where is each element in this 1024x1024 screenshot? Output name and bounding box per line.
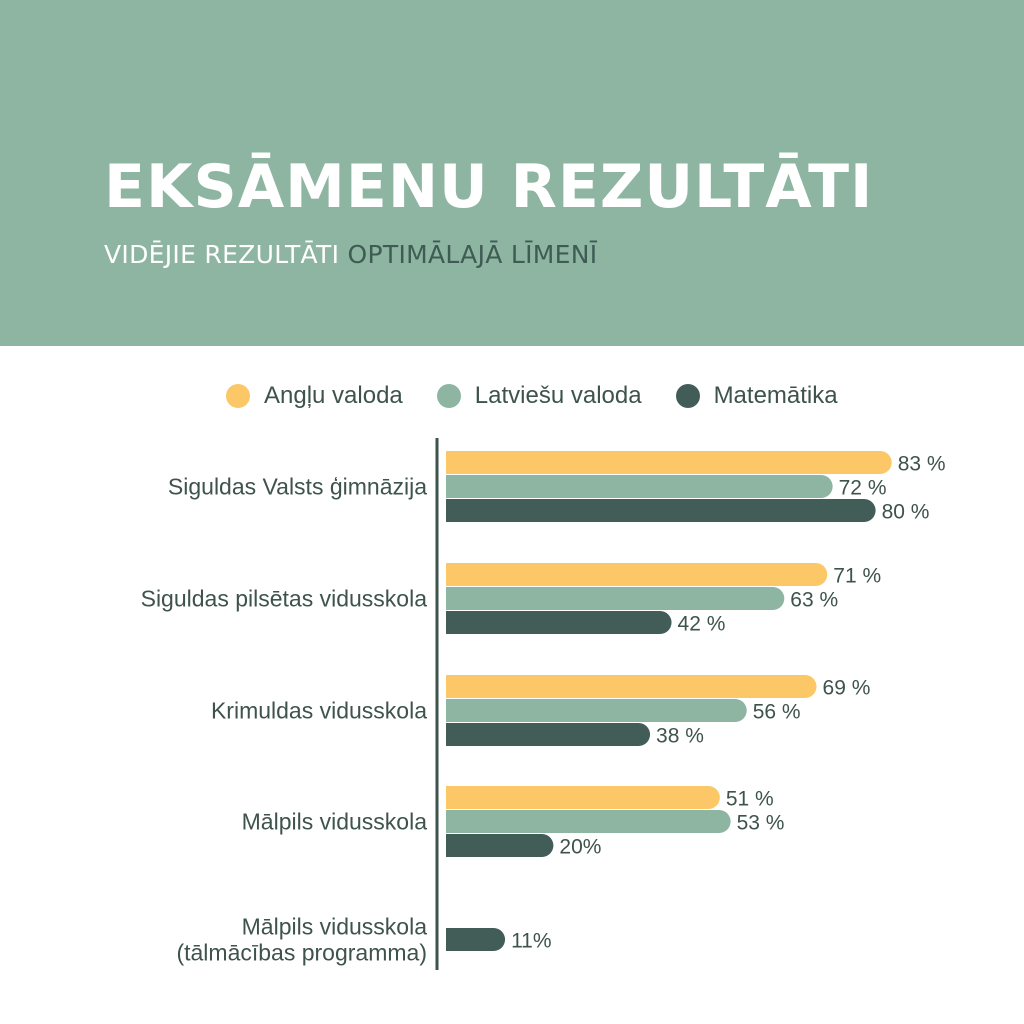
legend-item-latvian: Latviešu valoda [436,382,642,410]
value-label: 38 % [656,725,704,748]
legend-label-english: Angļu valoda [264,382,403,409]
bar-english [446,563,828,586]
category-label: Krimuldas vidusskola [211,698,427,724]
page-subtitle: VIDĒJIE REZULTĀTI OPTIMĀLAJĀ LĪMENĪ [104,240,597,269]
legend-item-math: Matemātika [675,382,838,410]
value-label: 83 % [898,453,946,476]
subtitle-part-2: OPTIMĀLAJĀ LĪMENĪ [347,240,598,269]
category-label: Mālpils vidusskola [242,809,428,835]
value-label: 72 % [839,477,887,500]
chart-legend: Angļu valoda Latviešu valoda Matemātika [226,378,838,414]
bar-math [446,928,506,951]
bar-english [446,675,817,698]
bar-latvian [446,475,833,498]
value-label: 42 % [678,613,726,636]
bar-latvian [446,587,785,610]
value-label: 53 % [737,812,785,835]
value-label: 71 % [833,565,881,588]
bar-math [446,834,554,857]
value-label: 11% [511,930,551,953]
value-label: 56 % [753,701,801,724]
legend-label-math: Matemātika [713,382,838,409]
bar-math [446,611,672,634]
category-label: (tālmācības programma) [176,940,427,966]
legend-item-english: Angļu valoda [226,382,403,410]
subtitle-part-1: VIDĒJIE REZULTĀTI [104,240,340,269]
page-title: EKSĀMENU REZULTĀTI [104,152,874,222]
value-label: 51 % [726,788,774,811]
category-label: Mālpils vidusskola [242,914,428,940]
value-label: 20% [559,836,601,859]
value-label: 80 % [882,501,930,524]
legend-dot-english [226,384,250,408]
bar-latvian [446,810,731,833]
bar-math [446,499,876,522]
bar-latvian [446,699,747,722]
bar-english [446,451,892,474]
bar-math [446,723,651,746]
legend-dot-latvian [436,384,461,408]
value-label: 69 % [823,677,871,700]
header-banner: EKSĀMENU REZULTĀTI VIDĒJIE REZULTĀTI OPT… [0,0,1024,346]
bar-english [446,786,720,809]
category-label: Siguldas Valsts ģimnāzija [168,474,427,500]
legend-label-latvian: Latviešu valoda [474,382,642,409]
category-label: Siguldas pilsētas vidusskola [141,586,428,612]
value-label: 63 % [790,589,838,612]
legend-dot-math [675,384,700,408]
